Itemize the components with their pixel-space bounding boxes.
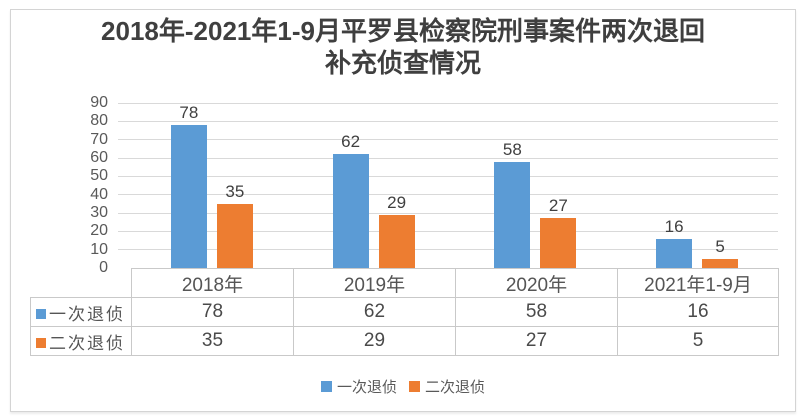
chart-title: 2018年-2021年1-9月平罗县检察院刑事案件两次退回 补充侦查情况 xyxy=(11,15,795,79)
category-label-cell: 2018年 xyxy=(131,268,294,298)
bar-value-label: 27 xyxy=(548,196,568,215)
y-tick-label: 90 xyxy=(90,94,108,111)
y-tick-label: 80 xyxy=(90,112,108,130)
row-header-cell: 二次退侦 xyxy=(30,326,132,356)
bar-value-label: 29 xyxy=(387,193,407,212)
plot-area: 0 10 20 30 40 50 60 70 80 90 78 35 62 29 58 27 16 5 xyxy=(11,10,795,411)
y-tick-label: 10 xyxy=(90,240,108,258)
bar-二次退侦-2018年 xyxy=(216,204,253,268)
data-table: 2018年 2019年 2020年 2021年1-9月 一次退侦 78 62 58 16 二次退侦… xyxy=(30,268,779,356)
category-label-cell: 2020年 xyxy=(455,268,618,298)
bar-value-label: 62 xyxy=(341,132,361,151)
value-cell: 5 xyxy=(617,326,779,356)
category-label-cell: 2021年1-9月 xyxy=(617,268,779,298)
gridline xyxy=(118,120,778,122)
table-row-一次退侦: 一次退侦 78 62 58 16 xyxy=(30,297,779,327)
legend-label: 一次退侦 xyxy=(336,378,397,396)
table-corner-cell xyxy=(31,269,132,298)
chart-title-line1: 2018年-2021年1-9月平罗县检察院刑事案件两次退回 xyxy=(101,16,705,46)
y-tick-label: 70 xyxy=(90,130,108,148)
y-tick-label: 20 xyxy=(90,222,108,240)
value-cell: 16 xyxy=(617,297,779,327)
series-name-label: 一次退侦 xyxy=(49,304,125,324)
value-cell: 27 xyxy=(455,326,618,356)
table-row-二次退侦: 二次退侦 35 29 27 5 xyxy=(30,326,779,356)
gridline xyxy=(118,249,778,251)
gridline xyxy=(118,230,778,232)
value-cell: 29 xyxy=(293,326,456,356)
legend-color-swatch-icon xyxy=(320,380,332,392)
gridline xyxy=(118,139,778,141)
legend-color-swatch-icon xyxy=(36,309,46,320)
bar-value-label: 5 xyxy=(715,237,725,256)
gridline xyxy=(118,102,778,104)
bar-value-label: 78 xyxy=(179,103,199,122)
category-row: 2018年 2019年 2020年 2021年1-9月 xyxy=(31,268,779,298)
value-cell: 78 xyxy=(131,297,294,327)
legend-item: 二次退侦 xyxy=(409,376,485,397)
gridline xyxy=(118,175,778,177)
legend-color-swatch-icon xyxy=(36,338,46,349)
bar-一次退侦-2021年1-9月 xyxy=(656,239,693,268)
bar-一次退侦-2018年 xyxy=(170,125,207,268)
y-tick-label: 60 xyxy=(90,149,108,166)
bar-二次退侦-2019年 xyxy=(378,215,415,268)
bar-一次退侦-2019年 xyxy=(332,154,369,268)
value-cell: 58 xyxy=(455,297,618,327)
series-name-label: 二次退侦 xyxy=(49,333,125,353)
value-cell: 35 xyxy=(131,326,294,356)
bar-二次退侦-2021年1-9月 xyxy=(702,259,739,268)
y-tick-label: 40 xyxy=(90,185,108,203)
legend-item: 一次退侦 xyxy=(320,376,397,397)
chart-title-line2: 补充侦查情况 xyxy=(324,48,481,78)
chart-frame: 2018年-2021年1-9月平罗县检察院刑事案件两次退回 补充侦查情况 0 10… xyxy=(10,9,796,412)
legend: 一次退侦 二次退侦 xyxy=(11,374,795,398)
category-label-cell: 2019年 xyxy=(293,268,456,298)
row-header-cell: 一次退侦 xyxy=(30,297,132,327)
y-tick-label: 30 xyxy=(90,204,108,221)
gridline xyxy=(118,212,778,214)
y-tick-label: 0 xyxy=(99,259,108,276)
bar-value-label: 58 xyxy=(502,140,522,159)
legend-color-swatch-icon xyxy=(409,380,420,392)
gridline xyxy=(118,194,778,196)
bar-value-label: 16 xyxy=(664,217,684,236)
gridline xyxy=(118,157,778,159)
bar-一次退侦-2020年 xyxy=(494,162,531,268)
bar-二次退侦-2020年 xyxy=(540,218,577,268)
value-cell: 62 xyxy=(293,297,456,327)
bar-value-label: 35 xyxy=(225,182,245,201)
legend-label: 二次退侦 xyxy=(425,378,486,396)
y-tick-label: 50 xyxy=(90,167,108,185)
